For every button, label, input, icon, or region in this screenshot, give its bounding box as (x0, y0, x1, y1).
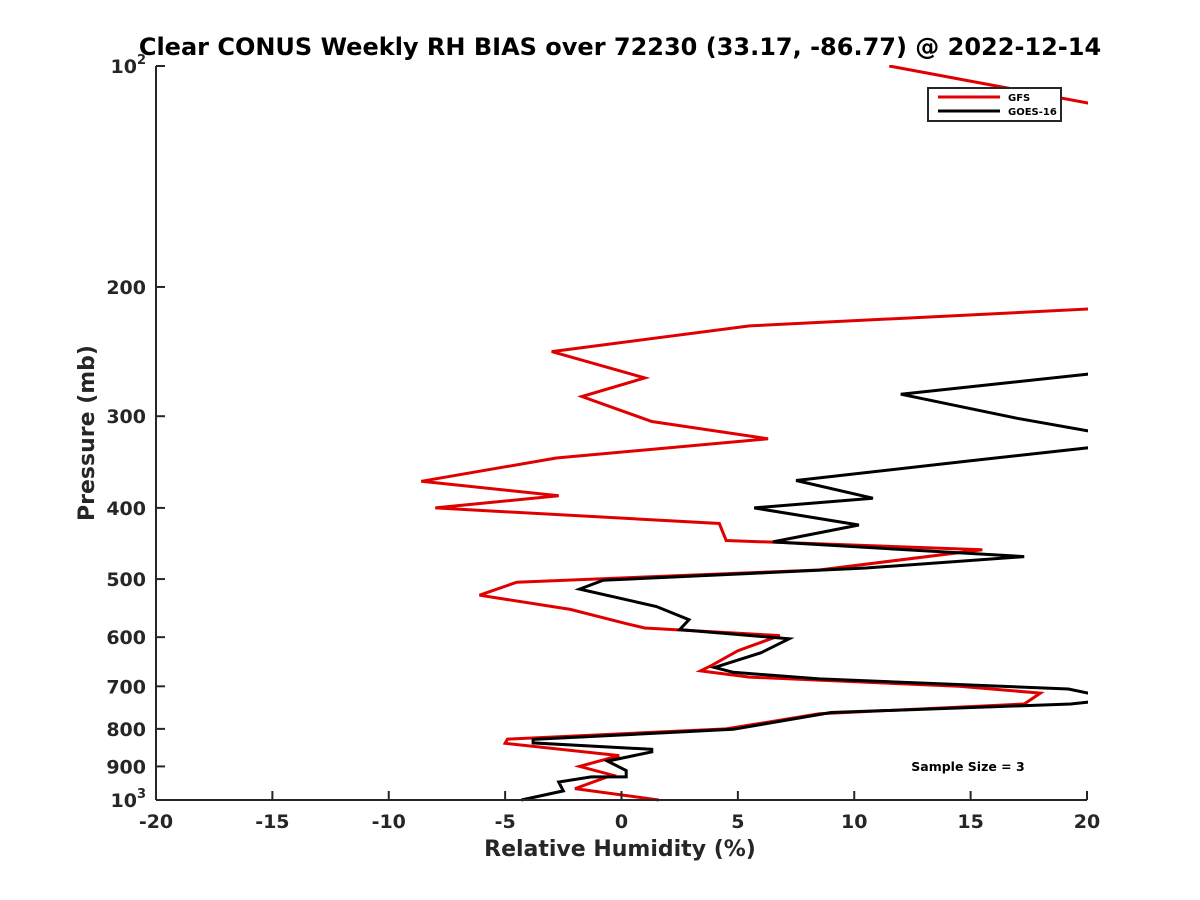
axes (155, 66, 1087, 801)
y-tick-label: 103 (111, 787, 147, 812)
y-tick-label: 900 (106, 756, 146, 778)
plot-clip-top (156, 0, 1089, 65)
y-tick-base: 700 (106, 676, 146, 698)
ticks: -20 -15 -10 -5 0 5 10 15 20102200300400500600700… (106, 53, 1100, 833)
y-axis-label: Pressure (mb) (75, 345, 100, 521)
series-line-gfs (421, 64, 1101, 802)
legend: GFS GOES-16 (927, 87, 1062, 122)
y-tick-label: 200 (106, 277, 146, 299)
plot-clip-right (1088, 0, 1200, 900)
y-tick-label: 700 (106, 676, 146, 698)
plot-series (421, 64, 1101, 802)
y-tick-label: 600 (106, 627, 146, 649)
sample-size-annotation: Sample Size = 3 (911, 759, 1024, 774)
x-tick-label: -15 (255, 811, 289, 833)
legend-label: GFS (1008, 93, 1030, 104)
x-tick-label: -10 (372, 811, 406, 833)
y-tick-exponent: 3 (137, 787, 146, 802)
y-tick-label: 400 (106, 498, 146, 520)
x-tick-label: -5 (495, 811, 516, 833)
legend-label: GOES-16 (1008, 107, 1057, 118)
y-tick-base: 10 (111, 56, 137, 78)
y-tick-exponent: 2 (137, 53, 146, 68)
legend-box (927, 87, 1062, 122)
x-tick-label: 15 (957, 811, 983, 833)
y-tick-label: 800 (106, 719, 146, 741)
y-tick-label: 500 (106, 569, 146, 591)
y-tick-label: 300 (106, 406, 146, 428)
x-tick-label: -20 (139, 811, 173, 833)
y-tick-label: 102 (111, 53, 147, 78)
y-tick-base: 300 (106, 406, 146, 428)
x-tick-label: 0 (615, 811, 628, 833)
x-tick-label: 10 (841, 811, 867, 833)
y-tick-base: 200 (106, 277, 146, 299)
y-tick-base: 900 (106, 756, 146, 778)
x-tick-label: 20 (1074, 811, 1100, 833)
series-line-goes-16 (521, 371, 1101, 802)
chart-title: Clear CONUS Weekly RH BIAS over 72230 (3… (139, 33, 1101, 61)
y-tick-base: 800 (106, 719, 146, 741)
y-tick-base: 10 (111, 790, 137, 812)
y-tick-base: 400 (106, 498, 146, 520)
x-axis-label: Relative Humidity (%) (484, 837, 756, 862)
plot-mask (156, 0, 1200, 900)
y-tick-base: 500 (106, 569, 146, 591)
y-tick-base: 600 (106, 627, 146, 649)
x-tick-label: 5 (731, 811, 744, 833)
